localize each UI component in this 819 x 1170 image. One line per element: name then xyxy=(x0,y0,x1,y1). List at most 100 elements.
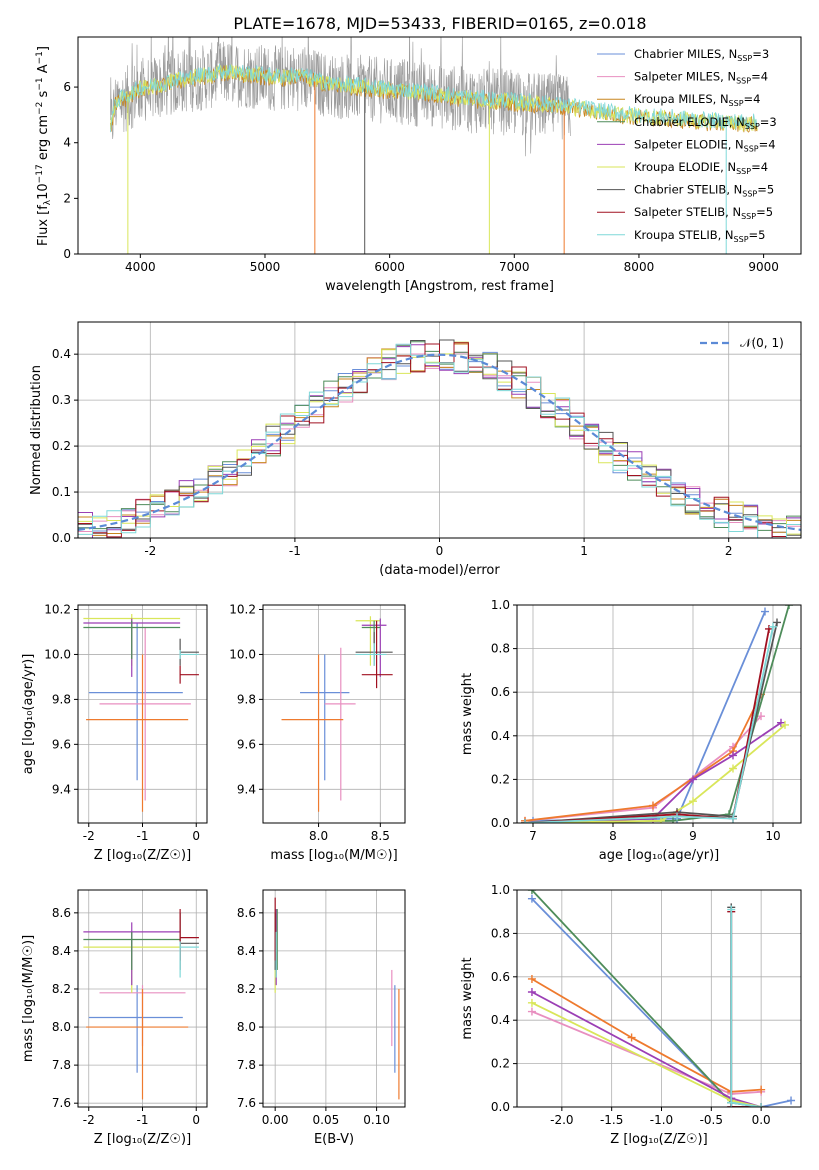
legend-label: Chabrier MILES, NSSP=3 xyxy=(634,47,769,63)
series-point xyxy=(787,1096,796,1105)
x-tick-label: 0 xyxy=(436,544,444,558)
legend-sub: SSP xyxy=(741,212,756,221)
legend-label: Kroupa STELIB, NSSP=5 xyxy=(634,228,765,244)
x-tick-label: 9 xyxy=(689,829,697,843)
legend-sub: SSP xyxy=(737,54,752,63)
series-line xyxy=(730,907,762,1107)
x-axis-label: Z [log₁₀(Z/Z☉)] xyxy=(610,1132,707,1147)
y-tick-label: 0.3 xyxy=(52,393,71,407)
legend-label: Kroupa ELODIE, NSSP=4 xyxy=(634,160,768,176)
y-tick-label: 0 xyxy=(63,247,71,261)
x-axis-label: wavelength [Angstrom, rest frame] xyxy=(325,279,554,294)
y-tick-label: 0.2 xyxy=(52,439,71,453)
plot-area-spectrum xyxy=(110,37,758,254)
series-point xyxy=(673,812,681,821)
series-point xyxy=(729,814,737,823)
legend-label: Salpeter MILES, NSSP=4 xyxy=(634,70,768,86)
panel-spectrum: 4000 5000 6000 7000 8000 9000 0 2 4 6 wavelength [… xyxy=(35,36,802,294)
legend: Chabrier MILES, NSSP=3 Salpeter MILES, NS… xyxy=(597,47,777,244)
y-tick-label: 7.6 xyxy=(237,1096,256,1110)
series-point xyxy=(757,1085,766,1094)
y-label-part: 10 xyxy=(36,183,51,200)
x-axis-label: mass [log₁₀(M/M☉)] xyxy=(270,848,397,863)
series-point xyxy=(773,618,781,627)
series-point xyxy=(689,775,697,784)
y-tick-label: 6 xyxy=(63,80,71,94)
y-tick-label: 10.2 xyxy=(44,602,71,616)
model-spectrum-line xyxy=(110,63,758,133)
histogram-series xyxy=(78,343,801,538)
plot-area-mass-vs-ebv xyxy=(274,897,400,1100)
series-line xyxy=(524,622,778,823)
series-line xyxy=(524,605,790,823)
x-axis-label: Z [log₁₀(Z/Z☉)] xyxy=(94,848,191,863)
y-tick-label: 9.6 xyxy=(52,737,71,751)
y-label-part: −17 xyxy=(35,164,45,183)
panel-residuals: -2 -1 0 1 2 0.0 0.1 0.2 0.3 0.4 (data-model)/error… xyxy=(29,321,802,578)
y-axis-label: Normed distribution xyxy=(29,365,44,495)
y-label-part: Flux [f xyxy=(36,205,51,246)
y-tick-label: 0.6 xyxy=(491,685,510,699)
series-point xyxy=(527,1007,536,1016)
y-label-part: ] xyxy=(36,46,51,51)
plot-area-mass-weight-vs-age xyxy=(521,605,793,823)
series-point xyxy=(729,751,737,760)
legend-name: Salpeter STELIB, N xyxy=(634,205,741,219)
y-tick-label: 9.4 xyxy=(237,782,256,796)
series-point xyxy=(669,816,677,823)
x-tick-label: 6000 xyxy=(374,260,405,274)
axes-frame xyxy=(262,604,406,824)
legend-label: Chabrier STELIB, NSSP=5 xyxy=(634,183,774,199)
x-tick-label: -2 xyxy=(83,1113,95,1127)
y-tick-label: 4 xyxy=(63,136,71,150)
axes-frame xyxy=(516,889,802,1108)
series-point xyxy=(785,605,793,609)
series-line xyxy=(730,911,762,1107)
legend-name: Kroupa STELIB, N xyxy=(634,228,734,242)
y-tick-label: 2 xyxy=(63,191,71,205)
legend-name: Kroupa ELODIE, N xyxy=(634,160,736,174)
series-point xyxy=(527,998,536,1007)
legend-tail: =5 xyxy=(756,205,773,219)
panel-mass-vs-Z: -2 -1 0 7.6 7.8 8.0 8.2 8.4 8.6 Z [log₁₀(Z/Z☉)] ma… xyxy=(21,889,208,1147)
panel-age-vs-Z: -2 -1 0 9.4 9.6 9.8 10.0 10.2 Z [log₁₀(Z/Z☉)] age… xyxy=(21,602,208,863)
legend-tail: =3 xyxy=(760,115,777,129)
y-label-part: −1 xyxy=(35,77,45,90)
y-axis-label: Flux [fλ10−17 erg cm−2 s−1 A−1] xyxy=(35,46,53,246)
normal-curve xyxy=(78,353,801,531)
y-tick-label: 0.4 xyxy=(491,729,510,743)
series-point xyxy=(527,974,536,983)
legend-tail: =4 xyxy=(759,137,776,151)
legend-tail: =4 xyxy=(751,160,768,174)
y-label-part: −1 xyxy=(35,51,45,64)
x-tick-label: -1 xyxy=(289,544,301,558)
legend-name: Salpeter ELODIE, N xyxy=(634,137,744,151)
x-tick-label: 7000 xyxy=(499,260,530,274)
legend-tail: =5 xyxy=(757,183,774,197)
y-tick-label: 8.2 xyxy=(237,982,256,996)
legend-tail: =4 xyxy=(744,92,761,106)
legend-label: 𝒩(0, 1) xyxy=(740,336,784,350)
legend-label: Salpeter STELIB, NSSP=5 xyxy=(634,205,773,221)
x-axis-label: Z [log₁₀(Z/Z☉)] xyxy=(94,1132,191,1147)
axes-frame xyxy=(516,604,802,824)
x-tick-label: 2 xyxy=(725,544,733,558)
legend-sub: SSP xyxy=(736,167,751,176)
legend-name: Chabrier STELIB, N xyxy=(634,183,742,197)
x-axis-label: age [log₁₀(age/yr)] xyxy=(599,848,720,863)
y-axis-label: mass weight xyxy=(460,673,475,755)
x-tick-label: 8 xyxy=(609,829,617,843)
series-line xyxy=(730,909,762,1107)
axes-frame xyxy=(77,36,802,255)
panel-mass-weight-vs-age: 7 8 9 10 0.0 0.2 0.4 0.6 0.8 1.0 age [log₁₀(age/yr… xyxy=(460,598,802,863)
y-tick-label: 8.6 xyxy=(237,906,256,920)
x-tick-label: 0.05 xyxy=(313,1113,340,1127)
x-tick-label: 5000 xyxy=(250,260,281,274)
y-tick-label: 0.8 xyxy=(491,642,510,656)
y-tick-label: 9.8 xyxy=(237,692,256,706)
legend-tail: =3 xyxy=(752,47,769,61)
y-label-part: erg cm xyxy=(36,115,51,164)
y-axis-label: mass [log₁₀(M/M☉)] xyxy=(21,935,36,1062)
plot-area-residuals xyxy=(78,339,801,538)
